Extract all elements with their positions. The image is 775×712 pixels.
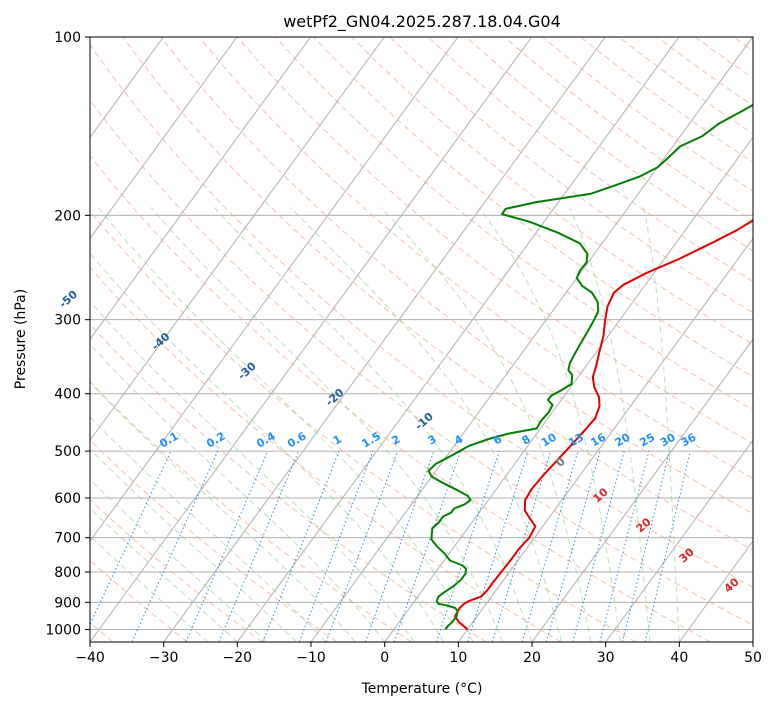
x-tick-label: 0 (380, 650, 389, 666)
y-tick-label: 1000 (45, 622, 81, 638)
y-axis-label: Pressure (hPa) (13, 289, 29, 389)
y-tick-label: 100 (54, 30, 81, 46)
y-tick-label: 600 (54, 491, 81, 507)
y-tick-label: 300 (54, 313, 81, 329)
chart-title: wetPf2_GN04.2025.287.18.04.G04 (283, 12, 561, 32)
y-tick-label: 800 (54, 565, 81, 581)
x-tick-label: 10 (449, 650, 467, 666)
y-tick-label: 500 (54, 444, 81, 460)
y-tick-label: 700 (54, 531, 81, 547)
y-tick-label: 200 (54, 208, 81, 224)
x-tick-label: 30 (597, 650, 615, 666)
x-tick-label: −30 (149, 650, 179, 666)
x-tick-label: −20 (223, 650, 253, 666)
x-tick-label: −10 (296, 650, 326, 666)
y-tick-label: 400 (54, 387, 81, 403)
x-tick-label: −40 (75, 650, 105, 666)
x-tick-label: 20 (523, 650, 541, 666)
x-tick-label: 50 (744, 650, 762, 666)
y-tick-label: 900 (54, 595, 81, 611)
x-axis-label: Temperature (°C) (361, 681, 483, 697)
x-tick-label: 40 (670, 650, 688, 666)
